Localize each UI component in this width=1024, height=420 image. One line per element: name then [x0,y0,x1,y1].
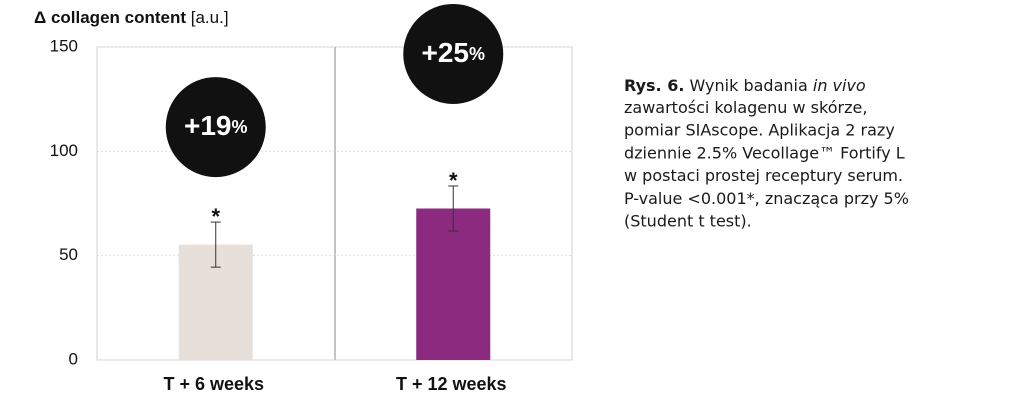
x-tick-label: T + 12 weeks [396,374,507,394]
caption-line: Rys. 6. Wynik badania in vivo [624,76,866,95]
caption-italic: in vivo [813,76,866,95]
y-axis-unit: [a.u.] [191,8,229,27]
caption-line: (Student t test). [624,212,752,231]
y-tick-label: 50 [59,245,78,264]
y-axis-title-main: Δ collagen content [34,8,186,27]
annotation-badge [165,77,266,178]
caption-line: w postaci prostej receptury serum. [624,166,903,185]
annotation-unit: % [231,117,247,137]
annotation-text: +19% [184,110,248,141]
y-tick-label: 100 [50,141,78,160]
error-bar [448,185,459,232]
y-tick-label: 150 [50,36,78,55]
caption-line: P-value <0.001*, znacząca przy 5% [624,189,909,208]
significance-marker: * [211,204,220,229]
annotation-badge [403,3,504,104]
caption-line: dziennie 2.5% Vecollage™ Fortify L [624,143,905,162]
annotation-unit: % [469,44,485,64]
annotation-text: +25% [421,37,485,68]
caption-line: zawartości kolagenu w skórze, [624,98,867,117]
error-bar [210,221,221,268]
caption-line: pomiar SIAscope. Aplikacja 2 razy [624,121,895,140]
x-tick-label: T + 6 weeks [163,374,264,394]
bar [416,208,491,360]
caption-label: Rys. 6. [624,76,684,95]
y-axis-title: Δ collagen content [a.u.] [34,8,229,27]
annotation-value: +19 [184,110,232,141]
significance-marker: * [449,168,458,193]
annotation-value: +25 [421,37,469,68]
caption-lead: Wynik badania [690,76,808,95]
y-tick-label: 0 [69,349,78,368]
